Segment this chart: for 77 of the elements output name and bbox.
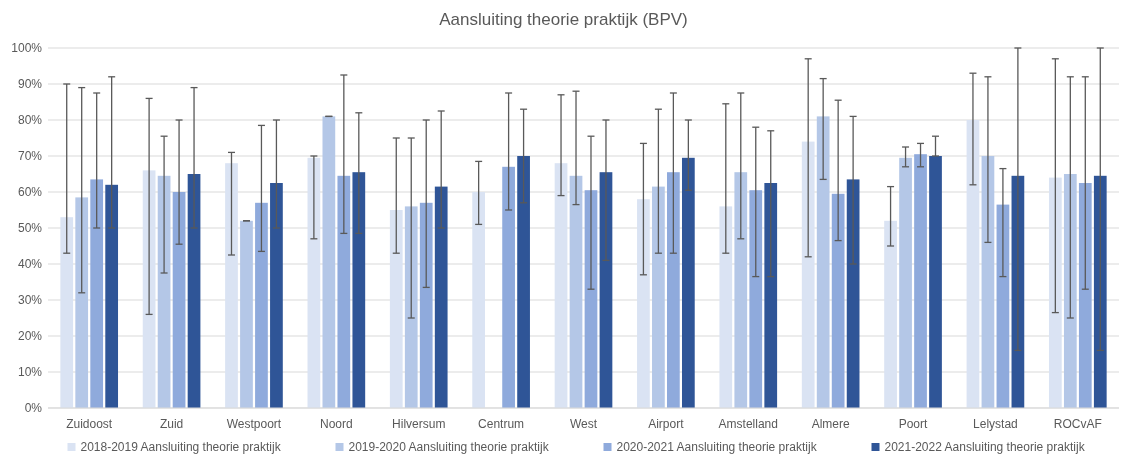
- y-tick-label: 100%: [11, 41, 43, 56]
- bar: [1048, 177, 1062, 408]
- bar: [966, 120, 980, 408]
- legend-label: 2018-2019 Aansluiting theorie praktijk: [80, 440, 282, 454]
- y-tick-label: 90%: [17, 77, 43, 92]
- bar: [981, 156, 995, 408]
- bar: [187, 174, 201, 408]
- bar: [801, 141, 815, 408]
- bar: [270, 183, 283, 408]
- bar: [307, 157, 321, 408]
- bar: [255, 202, 268, 408]
- bar: [1078, 183, 1092, 408]
- bar: [996, 204, 1010, 408]
- x-tick-label: Westpoort: [226, 417, 282, 431]
- x-tick-label: Almere: [811, 417, 850, 431]
- bar: [914, 154, 927, 408]
- bar: [502, 166, 515, 408]
- x-tick-label: West: [569, 417, 598, 431]
- bar: [816, 116, 830, 408]
- bar: [652, 186, 665, 408]
- bar: [749, 190, 763, 408]
- bar: [846, 179, 860, 408]
- y-tick-label: 80%: [17, 113, 43, 128]
- bar: [157, 175, 171, 408]
- y-tick-label: 60%: [17, 185, 43, 200]
- bar: [240, 220, 253, 408]
- bar: [472, 192, 486, 408]
- y-tick-label: 30%: [17, 293, 43, 308]
- bar: [404, 206, 418, 408]
- bar: [681, 157, 695, 408]
- legend-label: 2021-2022 Aansluiting theorie praktijk: [884, 440, 1086, 454]
- bar: [322, 116, 336, 408]
- bar: [75, 197, 89, 408]
- bar: [60, 217, 74, 408]
- x-tick-label: Amstelland: [718, 417, 778, 431]
- bar: [764, 183, 778, 408]
- bar: [884, 220, 897, 408]
- y-tick-label: 40%: [17, 257, 43, 272]
- x-tick-label: Poort: [898, 417, 929, 431]
- bar: [1063, 174, 1077, 408]
- bar: [434, 186, 448, 408]
- bar: [569, 175, 583, 408]
- bar: [352, 172, 366, 408]
- bar: [105, 184, 119, 408]
- y-tick-label: 70%: [17, 149, 43, 164]
- bar: [1093, 175, 1107, 408]
- bar: [225, 163, 238, 408]
- bar: [90, 179, 104, 408]
- y-tick-label: 10%: [17, 365, 43, 380]
- bar: [599, 172, 613, 408]
- bar: [517, 156, 530, 408]
- chart-title: Aansluiting theorie praktijk (BPV): [439, 10, 688, 29]
- bar: [719, 206, 733, 408]
- y-tick-label: 0%: [24, 401, 43, 416]
- bar: [637, 199, 650, 408]
- bar: [734, 172, 748, 408]
- bar: [337, 175, 351, 408]
- legend-label: 2020-2021 Aansluiting theorie praktijk: [616, 440, 818, 454]
- legend-label: 2019-2020 Aansluiting theorie praktijk: [348, 440, 550, 454]
- x-tick-label: Zuidoost: [66, 417, 113, 431]
- y-tick-label: 20%: [17, 329, 43, 344]
- y-tick-label: 50%: [17, 221, 43, 236]
- x-tick-label: Zuid: [159, 417, 184, 431]
- x-tick-label: Noord: [320, 417, 353, 431]
- bar: [554, 163, 568, 408]
- x-tick-label: Hilversum: [392, 417, 446, 431]
- x-tick-label: Centrum: [478, 417, 525, 431]
- bar: [899, 157, 912, 408]
- x-tick-label: ROCvAF: [1053, 417, 1102, 431]
- bar: [419, 202, 433, 408]
- bar: [929, 156, 942, 408]
- bar: [831, 193, 845, 408]
- x-tick-label: Airport: [648, 417, 685, 431]
- x-tick-label: Lelystad: [973, 417, 1018, 431]
- bar: [667, 172, 680, 408]
- bar: [172, 192, 186, 408]
- bar: [389, 210, 403, 408]
